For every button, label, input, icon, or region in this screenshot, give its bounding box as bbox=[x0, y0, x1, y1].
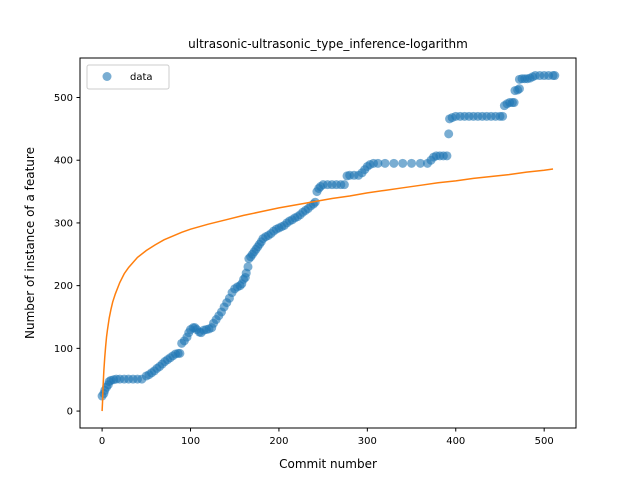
x-axis-title: Commit number bbox=[279, 457, 377, 471]
y-tick-label: 300 bbox=[54, 218, 73, 229]
y-tick-label: 100 bbox=[54, 344, 73, 355]
legend: data bbox=[86, 64, 170, 90]
y-tick-label: 200 bbox=[54, 281, 73, 292]
data-point bbox=[380, 158, 390, 168]
x-tick-label: 300 bbox=[358, 436, 377, 447]
data-point bbox=[550, 71, 560, 81]
legend-box bbox=[86, 64, 170, 90]
x-tick-label: 400 bbox=[446, 436, 465, 447]
data-point bbox=[373, 158, 383, 168]
x-tick-label: 500 bbox=[535, 436, 554, 447]
axes: 0 100 200 300 400 500 0 100 200 300 400 500 bbox=[54, 93, 554, 447]
x-tick-label: 200 bbox=[269, 436, 288, 447]
legend-marker-data bbox=[102, 72, 112, 81]
plot-area bbox=[97, 71, 560, 412]
y-tick-label: 0 bbox=[67, 407, 73, 418]
x-tick-label: 0 bbox=[99, 436, 105, 447]
data-point bbox=[243, 262, 253, 272]
y-tick-label: 500 bbox=[54, 93, 73, 104]
data-point bbox=[389, 158, 399, 168]
fit-line bbox=[101, 168, 554, 412]
data-point bbox=[398, 158, 408, 168]
data-point bbox=[514, 84, 524, 94]
data-point bbox=[444, 129, 454, 139]
y-tick-label: 400 bbox=[54, 156, 73, 167]
data-point bbox=[175, 348, 185, 358]
data-point bbox=[442, 151, 452, 161]
data-point bbox=[407, 158, 417, 168]
chart-title: ultrasonic-ultrasonic_type_inference-log… bbox=[188, 37, 468, 51]
data-point bbox=[509, 98, 519, 108]
y-axis-title: Number of instance of a feature bbox=[23, 147, 37, 339]
legend-label-data: data bbox=[130, 72, 153, 83]
data-point bbox=[339, 180, 349, 190]
x-tick-label: 100 bbox=[181, 436, 200, 447]
data-point bbox=[498, 111, 508, 121]
data-point bbox=[310, 197, 320, 207]
data-point bbox=[415, 158, 425, 168]
plot-frame bbox=[79, 57, 577, 429]
